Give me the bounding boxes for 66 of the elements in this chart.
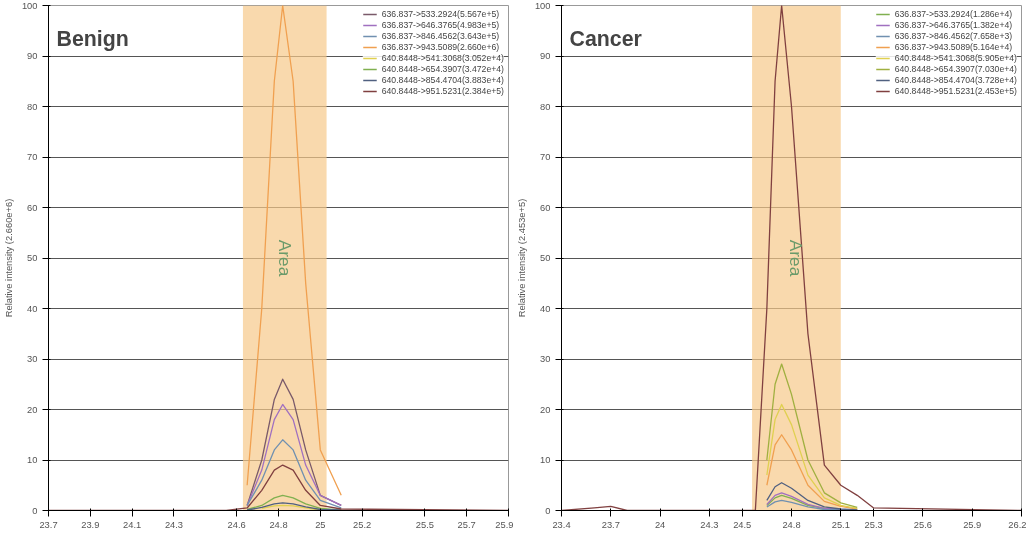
y-tick-label: 60 (540, 202, 551, 213)
x-tick-label: 25.2 (353, 519, 372, 530)
text: Benign (56, 26, 129, 51)
y-tick-label: 90 (27, 51, 38, 61)
band-label: Area (274, 239, 295, 277)
x-tick-label: 24.8 (782, 519, 801, 530)
x-tick-label: 23.9 (81, 519, 100, 530)
x-tick-label: 26.2 (1008, 519, 1027, 530)
x-tick-label: 25.7 (457, 519, 476, 530)
legend-label: 636.837->846.4562(7.658e+3) (894, 31, 1013, 41)
x-tick-label: 24.8 (269, 519, 288, 530)
y-tick-label: 50 (27, 253, 38, 263)
y-tick-label: 100 (534, 0, 551, 11)
x-tick-label: 24.1 (123, 519, 142, 530)
y-tick-label: 40 (27, 303, 38, 314)
y-tick-label: 100 (21, 0, 38, 11)
y-tick-label: 80 (27, 101, 38, 112)
legend-label: 636.837->943.5089(5.164e+4) (894, 42, 1013, 52)
legend-label: 640.8448->654.3907(7.030e+4) (894, 64, 1017, 74)
y-tick-label: 90 (540, 51, 551, 61)
x-tick-label: 25.6 (913, 519, 933, 530)
x-tick-label: 25 (315, 519, 326, 530)
legend-label: 636.837->646.3765(1.382e+4) (894, 20, 1013, 30)
y-tick-label: 0 (32, 505, 38, 516)
y-tick-label: 50 (540, 253, 551, 263)
y-tick-label: 70 (27, 152, 38, 162)
band-label: Area (786, 239, 807, 277)
y-tick-label: 10 (27, 455, 38, 465)
y-tick-label: 70 (540, 152, 551, 162)
x-tick-label: 25.3 (864, 519, 883, 530)
y-tick-label: 40 (540, 303, 551, 314)
legend-label: 640.8448->854.4704(3.883e+4) (381, 75, 504, 85)
y-tick-label: 80 (540, 101, 551, 112)
x-tick-label: 24 (654, 519, 666, 530)
legend-label: 640.8448->951.5231(2.453e+5) (894, 86, 1017, 96)
x-tick-label: 25.5 (415, 519, 434, 530)
x-tick-label: 23.7 (601, 519, 620, 530)
y-axis-title: Relative intensity (2.660e+6) (3, 198, 14, 318)
x-tick-label: 24.6 (227, 519, 246, 530)
y-tick-label: 20 (27, 404, 38, 415)
x-tick-label: 24.5 (733, 519, 752, 530)
legend-label: 636.837->846.4562(3.643e+5) (381, 31, 500, 41)
y-tick-label: 10 (540, 455, 551, 465)
x-tick-label: 25.9 (963, 519, 982, 530)
y-tick-label: 30 (540, 354, 551, 364)
y-axis-title: Relative intensity (2.453e+5) (516, 198, 527, 318)
text: Cancer (569, 26, 642, 51)
legend-label: 640.8448->854.4704(3.728e+4) (894, 75, 1017, 85)
legend-label: 640.8448->541.3068(5.905e+4) (894, 53, 1017, 63)
x-tick-label: 24.3 (700, 519, 719, 530)
x-tick-label: 23.7 (39, 519, 58, 530)
x-tick-label: 25.9 (495, 519, 514, 530)
y-tick-label: 20 (540, 404, 551, 415)
y-tick-label: 0 (545, 505, 551, 516)
legend-label: 636.837->533.2924(1.286e+4) (894, 9, 1013, 19)
legend-label: 636.837->646.3765(4.983e+5) (381, 20, 500, 30)
legend-label: 636.837->533.2924(5.567e+5) (381, 9, 500, 19)
y-tick-label: 30 (27, 354, 38, 364)
x-tick-label: 23.4 (552, 519, 571, 530)
legend-label: 636.837->943.5089(2.660e+6) (381, 42, 500, 52)
x-tick-label: 24.3 (164, 519, 184, 530)
x-tick-label: 25.1 (831, 519, 850, 530)
y-tick-label: 60 (27, 202, 38, 213)
legend-label: 640.8448->654.3907(3.472e+4) (381, 64, 504, 74)
legend-label: 640.8448->541.3068(3.052e+4) (381, 53, 504, 63)
legend-label: 640.8448->951.5231(2.384e+5) (381, 86, 504, 96)
